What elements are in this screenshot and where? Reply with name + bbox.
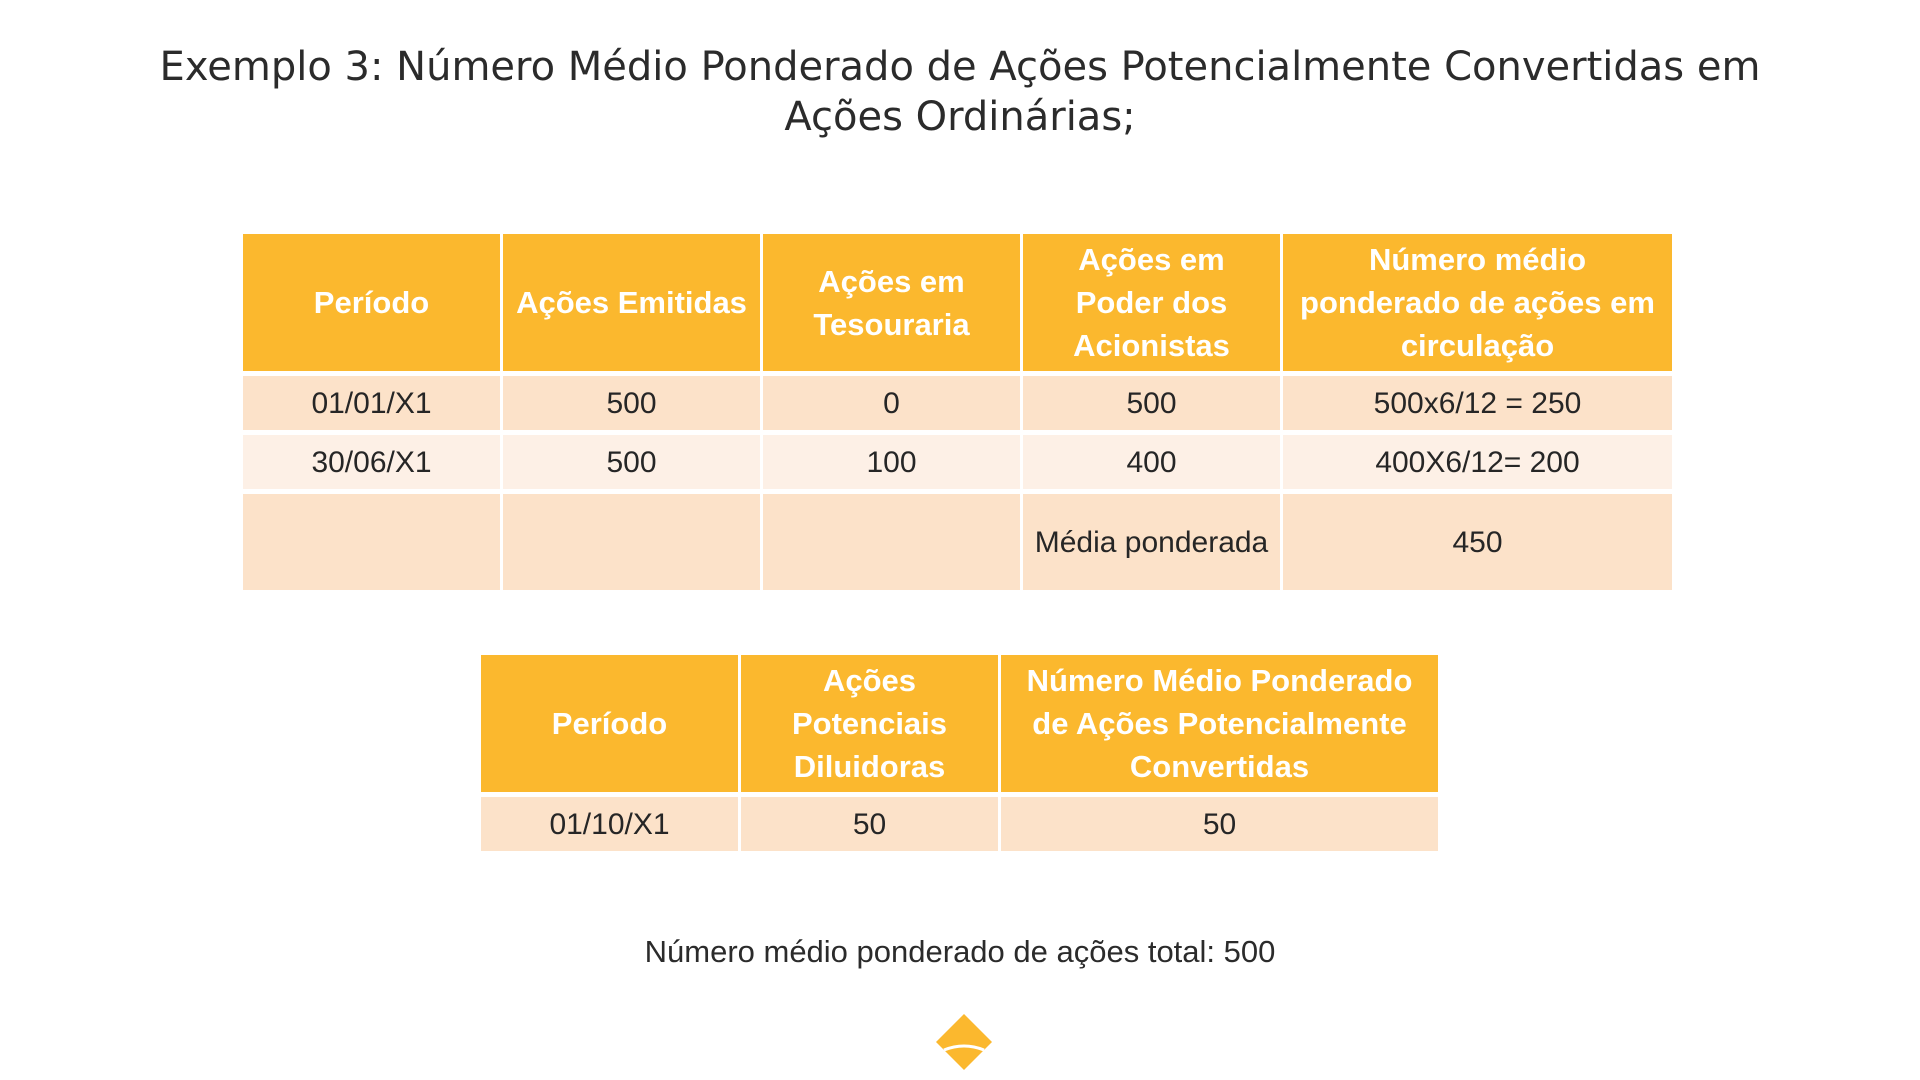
diamond-logo-icon (936, 1014, 992, 1070)
page-title: Exemplo 3: Número Médio Ponderado de Açõ… (159, 44, 1761, 140)
header-acoes-potenciais-diluidoras: Ações Potenciais Diluidoras (741, 655, 998, 792)
table-cell (763, 494, 1020, 590)
table-cell (503, 494, 760, 590)
table-cell (243, 494, 500, 590)
table-cell: 0 (763, 376, 1020, 430)
header-acoes-emitidas: Ações Emitidas (503, 234, 760, 371)
total-weighted-shares-text: Número médio ponderado de ações total: 5… (644, 934, 1276, 969)
table-header-row: Período Ações Potenciais Diluidoras Núme… (481, 655, 1438, 792)
table-cell: 500 (503, 435, 760, 489)
header-acoes-poder-acionistas: Ações em Poder dos Acionistas (1023, 234, 1280, 371)
table-cell: 01/01/X1 (243, 376, 500, 430)
table-row: 01/10/X1 50 50 (481, 797, 1438, 851)
table-header-row: Período Ações Emitidas Ações em Tesourar… (243, 234, 1672, 371)
media-ponderada-label: Média ponderada (1023, 494, 1280, 590)
media-ponderada-value: 450 (1283, 494, 1672, 590)
potential-shares-table: Período Ações Potenciais Diluidoras Núme… (478, 650, 1441, 856)
header-numero-medio-ponderado-convertidas: Número Médio Ponderado de Ações Potencia… (1001, 655, 1438, 792)
table-cell: 100 (763, 435, 1020, 489)
table-cell: 500 (1023, 376, 1280, 430)
table-cell: 400X6/12= 200 (1283, 435, 1672, 489)
table-row: 01/01/X1 500 0 500 500x6/12 = 250 (243, 376, 1672, 430)
table-cell: 500x6/12 = 250 (1283, 376, 1672, 430)
header-periodo: Período (481, 655, 738, 792)
table-cell: 50 (741, 797, 998, 851)
table-cell: 50 (1001, 797, 1438, 851)
table-row: Média ponderada 450 (243, 494, 1672, 590)
table-cell: 01/10/X1 (481, 797, 738, 851)
weighted-shares-table: Período Ações Emitidas Ações em Tesourar… (240, 229, 1675, 595)
table-row: 30/06/X1 500 100 400 400X6/12= 200 (243, 435, 1672, 489)
header-numero-medio-ponderado: Número médio ponderado de ações em circu… (1283, 234, 1672, 371)
table-cell: 500 (503, 376, 760, 430)
table-cell: 30/06/X1 (243, 435, 500, 489)
table-cell: 400 (1023, 435, 1280, 489)
header-acoes-tesouraria: Ações em Tesouraria (763, 234, 1020, 371)
header-periodo: Período (243, 234, 500, 371)
